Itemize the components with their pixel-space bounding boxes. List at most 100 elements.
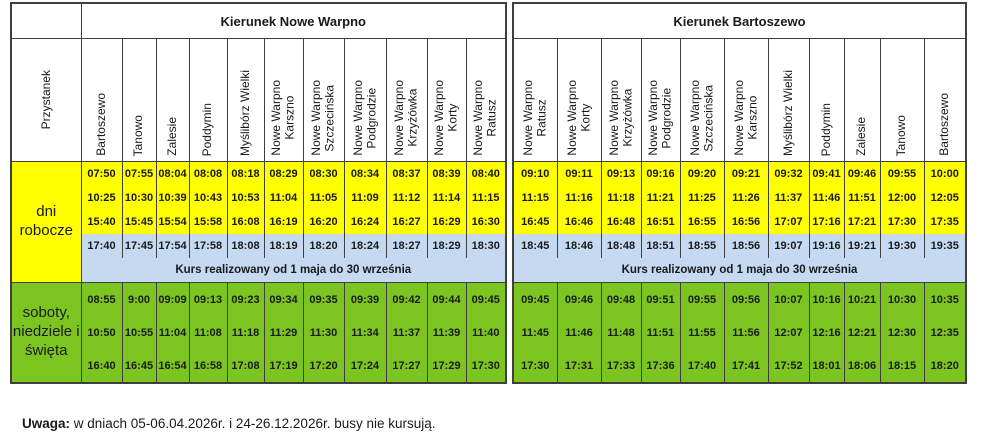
time-cell: 09:13: [188, 282, 228, 316]
time-cell: 18:08: [226, 234, 265, 258]
time-cell: 09:45: [512, 282, 558, 316]
direction-header-row: Kierunek Bartoszewo: [512, 2, 967, 39]
time-cell: 10:53: [226, 186, 265, 210]
weekday-row: 09:10 09:11 09:13 09:16 09:20 09:21 09:32 09:41…: [512, 161, 967, 186]
time-cell: 17:54: [155, 234, 190, 258]
time-cell: 10:30: [121, 186, 157, 210]
stop-header: Nowe Warpno Krzyżówka: [385, 38, 428, 162]
time-cell: 09:11: [556, 161, 602, 186]
time-cell: 09:21: [723, 161, 769, 186]
time-cell: 17:21: [843, 210, 881, 234]
weekend-row: 11:45 11:46 11:48 11:51 11:55 11:56 12:07 12:16…: [512, 316, 967, 349]
time-cell: 09:56: [723, 282, 769, 316]
stop-header: Bartoszewo: [80, 38, 123, 162]
time-cell: 18:45: [512, 234, 558, 258]
time-cell: 16:54: [155, 349, 190, 383]
time-cell: 09:44: [426, 282, 467, 316]
time-cell: 18:46: [556, 234, 602, 258]
time-cell: 09:35: [302, 282, 345, 316]
footer-note-label: Uwaga:: [22, 416, 71, 431]
time-cell: 18:24: [343, 234, 387, 258]
stop-header-label: Myślibórz Wielki: [237, 69, 252, 156]
time-cell: 09:46: [843, 161, 881, 186]
time-cell: 10:07: [767, 282, 810, 316]
time-cell: 16:55: [679, 210, 725, 234]
stop-header-label: Myślibórz Wielki: [780, 69, 795, 156]
time-cell: 11:55: [679, 316, 725, 349]
time-cell: 08:04: [155, 161, 190, 186]
time-cell: 17:33: [600, 349, 642, 383]
weekday-row: 16:45 16:46 16:48 16:51 16:55 16:56 17:07 17:16…: [512, 210, 967, 234]
time-cell: 09:23: [226, 282, 265, 316]
stop-header: Nowe Warpno Podgrodzie: [640, 38, 681, 162]
time-cell: 16:58: [188, 349, 228, 383]
time-cell: 11:04: [263, 186, 304, 210]
stop-header-label: Tanowo: [894, 114, 909, 156]
time-cell: 15:40: [80, 210, 123, 234]
time-cell: 12:07: [767, 316, 810, 349]
time-cell: 16:56: [723, 210, 769, 234]
time-cell: 08:37: [385, 161, 428, 186]
stop-header-label: Tanowo: [131, 114, 146, 156]
time-cell: 11:21: [640, 186, 681, 210]
time-cell: 11:15: [465, 186, 507, 210]
seasonal-row: 17:40 17:45 17:54 17:58 18:08 18:19 18:20 18:24…: [11, 234, 507, 258]
time-cell: 16:08: [226, 210, 265, 234]
time-cell: 07:55: [121, 161, 157, 186]
time-cell: 17:36: [640, 349, 681, 383]
timetable-tables: Kierunek Nowe Warpno Przystanek Bartoszewo…: [10, 2, 967, 384]
stop-header: Nowe Warpno Krzyżówka: [600, 38, 642, 162]
time-cell: 08:40: [465, 161, 507, 186]
time-cell: 17:08: [226, 349, 265, 383]
time-cell: 18:20: [923, 349, 967, 383]
direction-header-row: Kierunek Nowe Warpno: [10, 2, 507, 39]
timetable-kierunek-bartoszewo: Kierunek Bartoszewo Nowe Warpno Ratusz Now…: [512, 2, 967, 384]
stop-header: Nowe Warpno Szczecińska: [302, 38, 345, 162]
time-cell: 08:18: [226, 161, 265, 186]
time-cell: 09:34: [263, 282, 304, 316]
time-cell: 17:40: [80, 234, 123, 258]
time-cell: 10:30: [879, 282, 925, 316]
time-cell: 19:30: [879, 234, 925, 258]
footer-note-text: w dniach 05-06.04.2026r. i 24-26.12.2026…: [70, 416, 436, 431]
stop-header-label: Bartoszewo: [93, 93, 108, 156]
time-cell: 09:13: [600, 161, 642, 186]
time-cell: 10:21: [843, 282, 881, 316]
time-cell: 11:09: [343, 186, 387, 210]
time-cell: 15:45: [121, 210, 157, 234]
time-cell: 17:41: [723, 349, 769, 383]
time-cell: 16:30: [465, 210, 507, 234]
footer-note: Uwaga: w dniach 05-06.04.2026r. i 24-26.…: [22, 416, 436, 431]
time-cell: 08:39: [426, 161, 467, 186]
stop-header-label: Bartoszewo: [937, 93, 952, 156]
time-cell: 18:30: [465, 234, 507, 258]
time-cell: 10:35: [923, 282, 967, 316]
time-cell: 16:20: [302, 210, 345, 234]
time-cell: 09:09: [155, 282, 190, 316]
time-cell: 11:51: [640, 316, 681, 349]
weekend-row: 16:40 16:45 16:54 16:58 17:08 17:19 17:20 17:24…: [11, 349, 507, 383]
time-cell: 09:32: [767, 161, 810, 186]
stop-header-label: Nowe Warpno Krzyżówka: [606, 80, 634, 156]
weekend-row: 17:30 17:31 17:33 17:36 17:40 17:41 17:52 18:01…: [512, 349, 967, 383]
time-cell: 09:46: [556, 282, 602, 316]
time-cell: 18:48: [600, 234, 642, 258]
stop-header-label: Nowe Warpno Krzyżówka: [392, 80, 420, 156]
time-cell: 12:35: [923, 316, 967, 349]
time-cell: 11:30: [302, 316, 345, 349]
stop-header: Nowe Warpno Korty: [426, 38, 467, 162]
time-cell: 9:00: [121, 282, 157, 316]
stops-header-row: Nowe Warpno Ratusz Nowe Warpno Korty Nowe …: [512, 38, 967, 162]
time-cell: 11:37: [385, 316, 428, 349]
time-cell: 17:45: [121, 234, 157, 258]
time-cell: 09:51: [640, 282, 681, 316]
stop-header: Nowe Warpno Karszno: [263, 38, 304, 162]
time-cell: 09:55: [879, 161, 925, 186]
time-cell: 17:27: [385, 349, 428, 383]
time-cell: 08:55: [80, 282, 123, 316]
time-cell: 09:41: [808, 161, 845, 186]
time-cell: 10:00: [923, 161, 967, 186]
time-cell: 09:10: [512, 161, 558, 186]
time-cell: 11:39: [426, 316, 467, 349]
time-cell: 17:31: [556, 349, 602, 383]
